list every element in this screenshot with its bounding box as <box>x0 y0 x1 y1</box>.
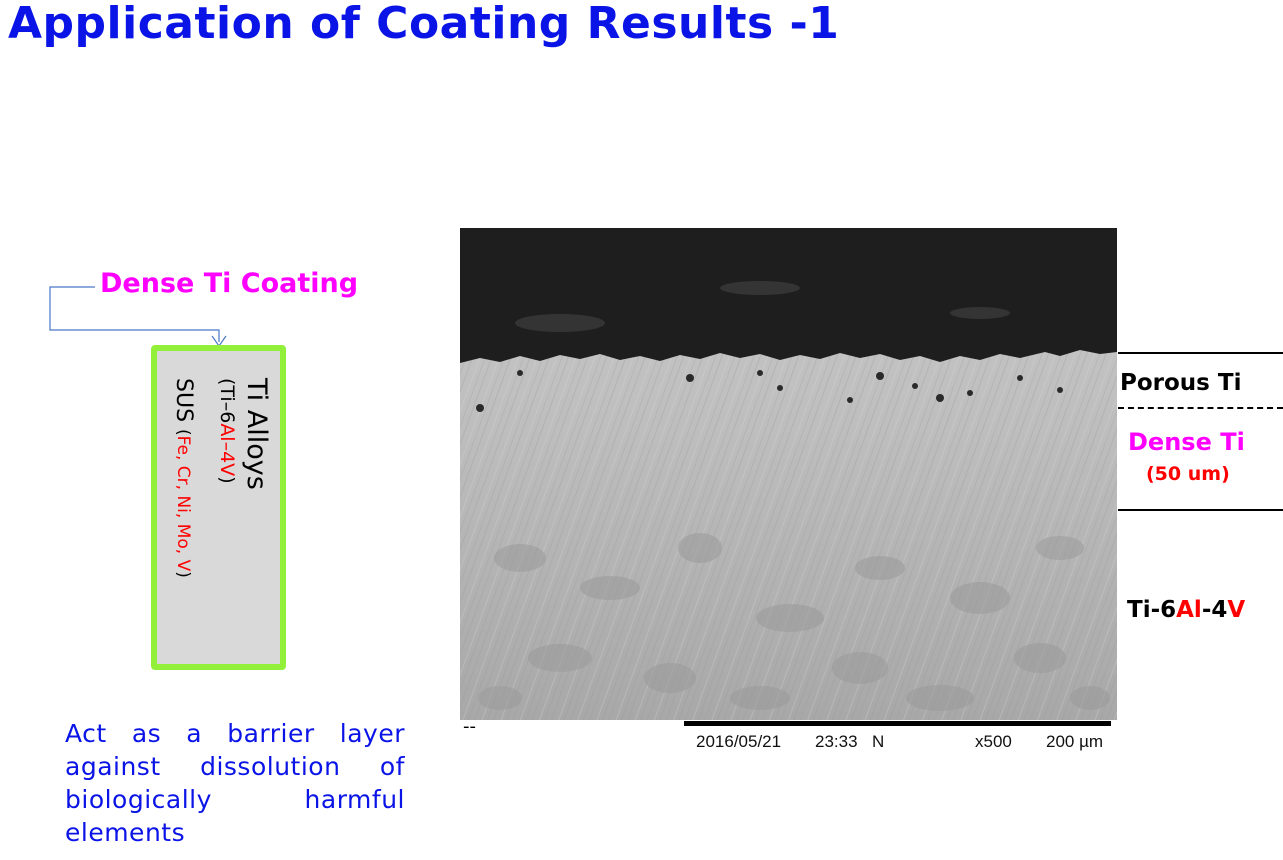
sem-magnification: x500 <box>975 732 1012 751</box>
scale-bar <box>684 721 1111 726</box>
layer-label-dense-thickness: (50 um) <box>1146 463 1230 485</box>
layer-divider-bottom <box>1118 509 1283 511</box>
barrier-description: Act as a barrier layer against dissoluti… <box>65 719 405 847</box>
slide-title: Application of Coating Results -1 <box>8 0 840 49</box>
connector-arrow <box>49 286 227 348</box>
sem-time: 23:33 <box>815 732 858 751</box>
layer-label-porous: Porous Ti <box>1120 370 1242 396</box>
sem-micrograph <box>460 228 1117 720</box>
sem-date: 2016/05/21 <box>696 732 782 751</box>
sem-mode: N <box>872 732 885 751</box>
sample-sus-line: SUS (Fe, Cr, Ni, Mo, V) <box>171 378 196 578</box>
layer-label-substrate: Ti-6Al-4V <box>1127 597 1246 623</box>
sem-scale: 200 µm <box>1046 732 1104 751</box>
sample-alloy-composition: (Ti–6Al–4V) <box>216 378 238 484</box>
layer-divider-top <box>1118 352 1283 354</box>
coating-label: Dense Ti Coating <box>100 268 359 299</box>
layer-divider-dashed <box>1118 407 1283 409</box>
sample-alloy-title: Ti Alloys <box>241 378 272 490</box>
sample-diagram-box: Ti Alloys (Ti–6Al–4V) SUS (Fe, Cr, Ni, M… <box>151 345 286 670</box>
scalebar-dash: -- <box>463 716 476 737</box>
layer-label-dense: Dense Ti <box>1128 428 1245 456</box>
